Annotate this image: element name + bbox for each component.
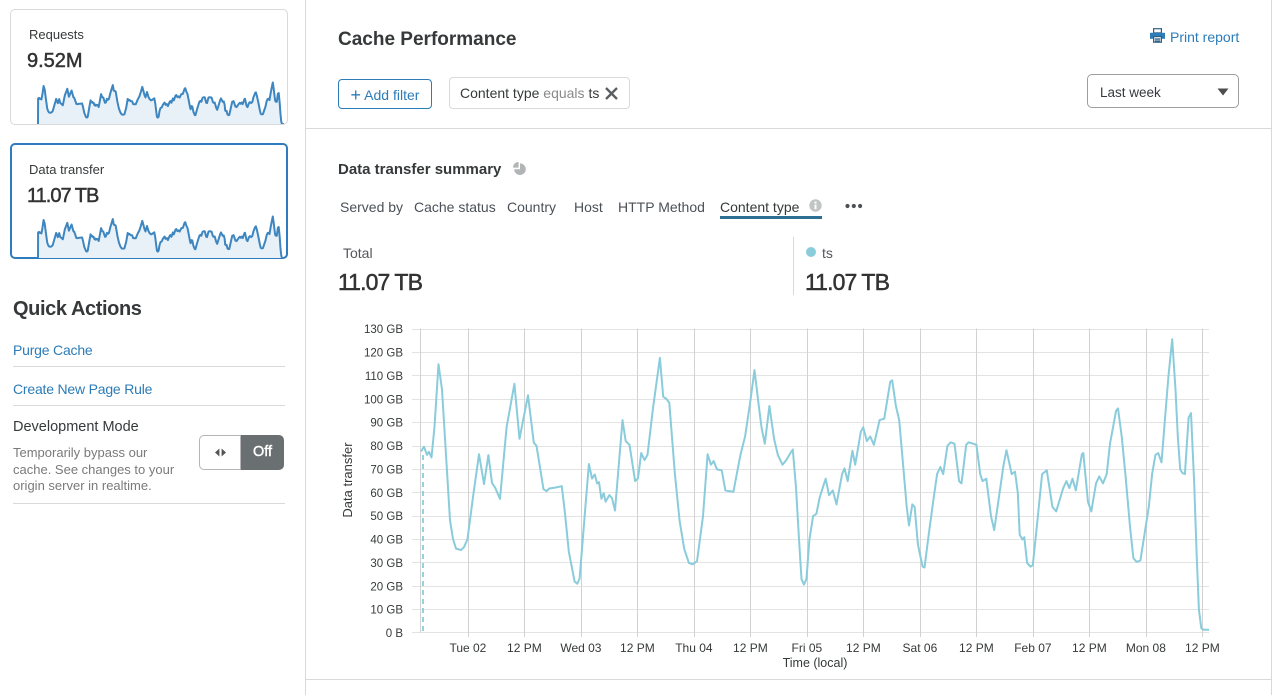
- svg-text:12 PM: 12 PM: [1185, 641, 1220, 655]
- svg-text:40 GB: 40 GB: [370, 535, 403, 547]
- svg-text:12 PM: 12 PM: [846, 641, 881, 655]
- svg-text:70 GB: 70 GB: [370, 464, 403, 476]
- svg-text:0 B: 0 B: [386, 628, 404, 640]
- svg-text:Data transfer: Data transfer: [340, 442, 355, 518]
- svg-text:110 GB: 110 GB: [365, 371, 403, 383]
- svg-text:50 GB: 50 GB: [370, 511, 403, 523]
- svg-text:30 GB: 30 GB: [370, 558, 403, 570]
- svg-text:Mon 08: Mon 08: [1126, 641, 1166, 655]
- svg-text:60 GB: 60 GB: [370, 488, 403, 500]
- svg-text:12 PM: 12 PM: [959, 641, 994, 655]
- svg-text:10 GB: 10 GB: [370, 605, 403, 617]
- svg-text:Fri 05: Fri 05: [792, 641, 823, 655]
- svg-text:12 PM: 12 PM: [507, 641, 542, 655]
- svg-text:130 GB: 130 GB: [364, 324, 403, 336]
- svg-text:Feb 07: Feb 07: [1014, 641, 1052, 655]
- svg-text:12 PM: 12 PM: [733, 641, 768, 655]
- svg-text:100 GB: 100 GB: [364, 394, 403, 406]
- svg-text:Time (local): Time (local): [783, 656, 848, 670]
- svg-text:12 PM: 12 PM: [1072, 641, 1107, 655]
- svg-text:80 GB: 80 GB: [370, 441, 403, 453]
- svg-text:Wed 03: Wed 03: [560, 641, 601, 655]
- svg-text:Sat 06: Sat 06: [903, 641, 938, 655]
- svg-text:120 GB: 120 GB: [364, 348, 403, 360]
- svg-text:12 PM: 12 PM: [620, 641, 655, 655]
- svg-text:20 GB: 20 GB: [370, 581, 403, 593]
- svg-text:Tue 02: Tue 02: [449, 641, 486, 655]
- svg-text:Thu 04: Thu 04: [675, 641, 713, 655]
- svg-text:90 GB: 90 GB: [370, 418, 403, 430]
